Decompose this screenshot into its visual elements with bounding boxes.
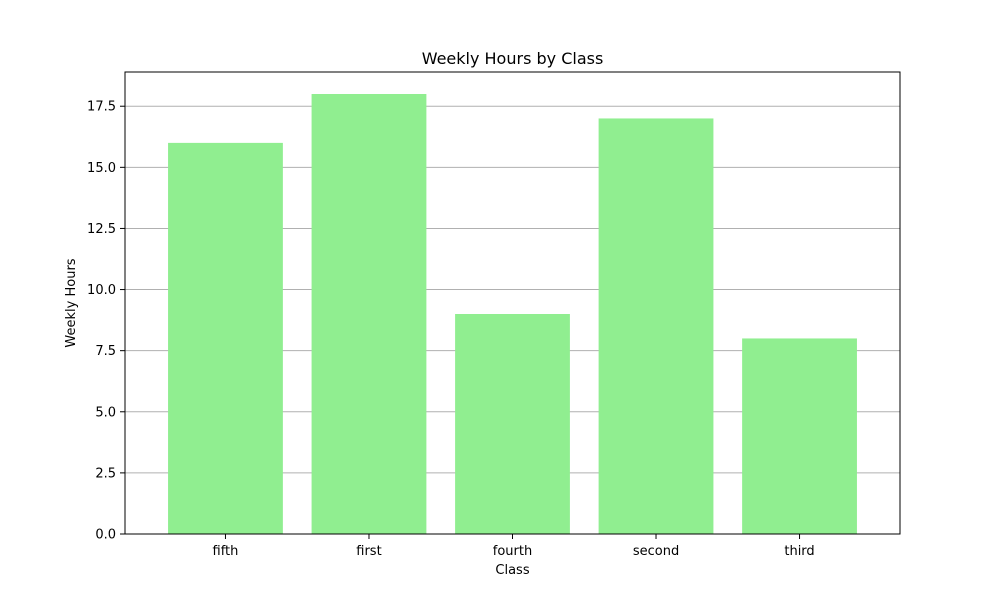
y-tick-label: 0.0 — [95, 528, 116, 543]
x-tick-label: fifth — [213, 544, 239, 559]
x-tick-label: first — [356, 544, 381, 559]
y-tick-label: 7.5 — [95, 344, 116, 359]
x-axis: fifth first fourth second third — [213, 534, 815, 559]
chart-title: Weekly Hours by Class — [422, 49, 604, 68]
bar-third — [742, 338, 857, 534]
bar-second — [598, 118, 714, 534]
x-tick-label: second — [633, 544, 679, 559]
y-axis: 0.0 2.5 5.0 7.5 10.0 12.5 15.0 17.5 — [87, 100, 125, 543]
y-tick-label: 12.5 — [87, 222, 116, 237]
y-tick-label: 15.0 — [87, 161, 116, 176]
x-axis-label: Class — [495, 563, 529, 578]
y-tick-label: 2.5 — [95, 466, 116, 481]
x-tick-label: fourth — [493, 544, 532, 559]
bar-first — [311, 94, 427, 534]
bar-fourth — [455, 314, 570, 534]
y-tick-label: 17.5 — [87, 100, 116, 115]
bars-layer — [168, 94, 857, 534]
bar-fifth — [168, 142, 283, 534]
y-tick-label: 10.0 — [87, 283, 116, 298]
y-axis-label: Weekly Hours — [64, 258, 79, 347]
x-tick-label: third — [784, 544, 814, 559]
y-tick-label: 5.0 — [95, 405, 116, 420]
